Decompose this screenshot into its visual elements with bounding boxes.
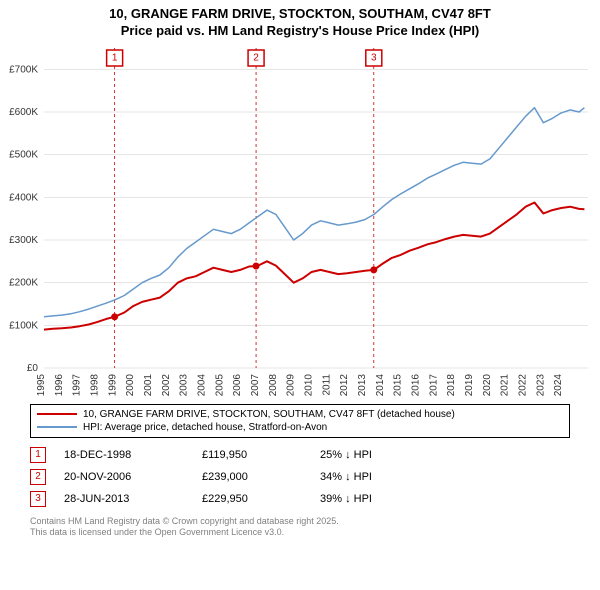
- sale-dot: [253, 262, 260, 269]
- svg-text:2003: 2003: [179, 373, 190, 396]
- svg-text:2006: 2006: [232, 373, 243, 396]
- svg-text:2011: 2011: [321, 373, 332, 395]
- svg-text:2021: 2021: [500, 373, 511, 396]
- svg-text:2022: 2022: [518, 373, 529, 396]
- sale-marker: 2: [30, 469, 46, 485]
- svg-text:1997: 1997: [72, 373, 83, 396]
- svg-text:2015: 2015: [393, 373, 404, 396]
- svg-text:£500K: £500K: [9, 149, 38, 160]
- svg-text:£400K: £400K: [9, 192, 38, 203]
- svg-text:2019: 2019: [464, 373, 475, 396]
- svg-text:1998: 1998: [90, 373, 101, 396]
- sale-marker: 3: [30, 491, 46, 507]
- legend-item: HPI: Average price, detached house, Stra…: [37, 421, 563, 434]
- sale-marker: 1: [30, 447, 46, 463]
- sale-price: £239,000: [202, 471, 302, 483]
- svg-text:3: 3: [371, 52, 377, 63]
- title-line2: Price paid vs. HM Land Registry's House …: [121, 23, 480, 38]
- svg-text:1995: 1995: [36, 373, 47, 396]
- svg-text:2005: 2005: [214, 373, 225, 396]
- svg-text:£700K: £700K: [9, 64, 38, 75]
- svg-text:2: 2: [253, 52, 259, 63]
- sale-row: 2 20-NOV-2006 £239,000 34% ↓ HPI: [30, 466, 570, 488]
- legend-item: 10, GRANGE FARM DRIVE, STOCKTON, SOUTHAM…: [37, 408, 563, 421]
- svg-text:£300K: £300K: [9, 235, 38, 246]
- sale-dot: [111, 313, 118, 320]
- sale-price: £229,950: [202, 493, 302, 505]
- svg-text:£100K: £100K: [9, 320, 38, 331]
- legend-swatch: [37, 413, 77, 415]
- legend-label: HPI: Average price, detached house, Stra…: [83, 422, 327, 433]
- series-price_paid: [44, 202, 584, 329]
- sale-price: £119,950: [202, 449, 302, 461]
- sales-table: 1 18-DEC-1998 £119,950 25% ↓ HPI 2 20-NOV-200…: [30, 444, 570, 510]
- chart: £0 £100K £200K £300K £400K £500K £600K £700K 1 2 3…: [0, 40, 600, 400]
- sale-date: 18-DEC-1998: [64, 449, 184, 461]
- svg-text:£200K: £200K: [9, 277, 38, 288]
- svg-text:£0: £0: [27, 363, 39, 374]
- sale-row: 3 28-JUN-2013 £229,950 39% ↓ HPI: [30, 488, 570, 510]
- footnote: Contains HM Land Registry data © Crown c…: [30, 516, 570, 539]
- svg-text:2017: 2017: [428, 373, 439, 396]
- legend-swatch: [37, 426, 77, 428]
- sale-diff: 34% ↓ HPI: [320, 471, 372, 483]
- svg-text:2008: 2008: [268, 373, 279, 396]
- svg-text:2002: 2002: [161, 373, 172, 396]
- sale-diff: 25% ↓ HPI: [320, 449, 372, 461]
- svg-text:1: 1: [112, 52, 118, 63]
- sale-dot: [370, 266, 377, 273]
- svg-text:2010: 2010: [304, 373, 315, 396]
- svg-text:2013: 2013: [357, 373, 368, 396]
- svg-text:2000: 2000: [125, 373, 136, 396]
- series-hpi: [44, 107, 584, 316]
- footnote-line1: Contains HM Land Registry data © Crown c…: [30, 516, 339, 526]
- svg-text:2001: 2001: [143, 373, 154, 396]
- title-line1: 10, GRANGE FARM DRIVE, STOCKTON, SOUTHAM…: [109, 6, 491, 21]
- svg-text:£600K: £600K: [9, 107, 38, 118]
- svg-text:1999: 1999: [107, 373, 118, 396]
- svg-text:2020: 2020: [482, 373, 493, 396]
- svg-text:2018: 2018: [446, 373, 457, 396]
- sale-diff: 39% ↓ HPI: [320, 493, 372, 505]
- svg-text:2007: 2007: [250, 373, 261, 396]
- sale-date: 28-JUN-2013: [64, 493, 184, 505]
- footnote-line2: This data is licensed under the Open Gov…: [30, 527, 284, 537]
- svg-text:2014: 2014: [375, 373, 386, 396]
- sale-date: 20-NOV-2006: [64, 471, 184, 483]
- svg-text:2016: 2016: [411, 373, 422, 396]
- svg-text:2012: 2012: [339, 373, 350, 396]
- svg-text:2004: 2004: [197, 373, 208, 396]
- legend-label: 10, GRANGE FARM DRIVE, STOCKTON, SOUTHAM…: [83, 409, 455, 420]
- sale-row: 1 18-DEC-1998 £119,950 25% ↓ HPI: [30, 444, 570, 466]
- legend: 10, GRANGE FARM DRIVE, STOCKTON, SOUTHAM…: [30, 404, 570, 438]
- chart-title: 10, GRANGE FARM DRIVE, STOCKTON, SOUTHAM…: [0, 0, 600, 40]
- svg-text:1996: 1996: [54, 373, 65, 396]
- svg-text:2024: 2024: [553, 373, 564, 396]
- svg-text:2009: 2009: [286, 373, 297, 396]
- svg-text:2023: 2023: [535, 373, 546, 396]
